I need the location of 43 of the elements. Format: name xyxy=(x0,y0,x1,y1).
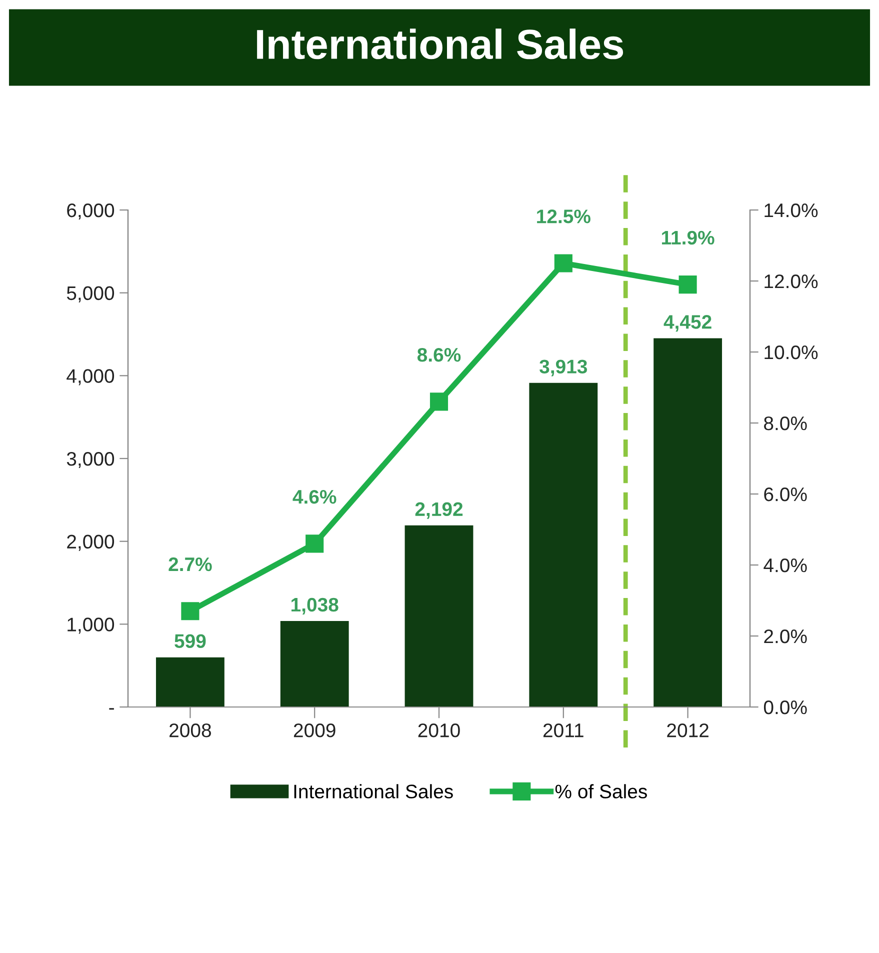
y2-tick-label: 8.0% xyxy=(764,416,807,430)
y2-tick-label: 2.0% xyxy=(764,629,807,644)
x-tick-label: 2010 xyxy=(418,723,460,738)
x-tick-label: 2012 xyxy=(667,723,708,738)
bar xyxy=(404,525,474,707)
y2-tick-label: 0.0% xyxy=(764,700,807,714)
data-label: 8.6% xyxy=(417,348,461,362)
data-label: 11.9% xyxy=(662,230,714,245)
y-tick-label: 4,000 xyxy=(66,369,114,386)
data-label: 2,192 xyxy=(415,502,463,519)
x-tick-label: 2011 xyxy=(543,723,584,738)
y2-tick-label: 6.0% xyxy=(764,487,807,502)
data-label: 3,913 xyxy=(540,360,588,376)
point xyxy=(306,534,324,553)
y2-tick-label: 4.0% xyxy=(764,558,807,572)
bar xyxy=(280,621,349,707)
bar xyxy=(529,382,598,707)
x-tick-label: 2009 xyxy=(294,723,336,738)
data-label: 2.7% xyxy=(168,557,212,572)
bar xyxy=(156,657,224,707)
y-tick-label: 3,000 xyxy=(66,452,114,468)
y-tick-label: 1,000 xyxy=(68,618,114,634)
point xyxy=(181,602,200,620)
legend-label: % of Sales xyxy=(555,784,647,798)
chart-title: International Sales xyxy=(257,28,624,60)
bar xyxy=(654,338,722,707)
y2-tick-label: 12.0% xyxy=(764,274,818,288)
legend-label: International Sales xyxy=(294,784,453,798)
x-tick-label: 2008 xyxy=(170,723,211,738)
data-label: 1,038 xyxy=(292,598,338,614)
y-tick-label: - xyxy=(109,708,114,710)
data-label: 12.5% xyxy=(537,210,590,224)
point xyxy=(430,392,448,411)
point xyxy=(678,276,697,294)
y-tick-label: 6,000 xyxy=(67,203,114,220)
data-label: 4.6% xyxy=(292,490,336,504)
data-label: 599 xyxy=(174,634,206,648)
y-tick-label: 5,000 xyxy=(66,286,114,302)
y2-tick-label: 10.0% xyxy=(764,345,818,360)
y-tick-label: 2,000 xyxy=(67,534,114,551)
data-label: 4,452 xyxy=(664,315,712,332)
point xyxy=(554,254,572,272)
y2-tick-label: 14.0% xyxy=(764,203,818,218)
